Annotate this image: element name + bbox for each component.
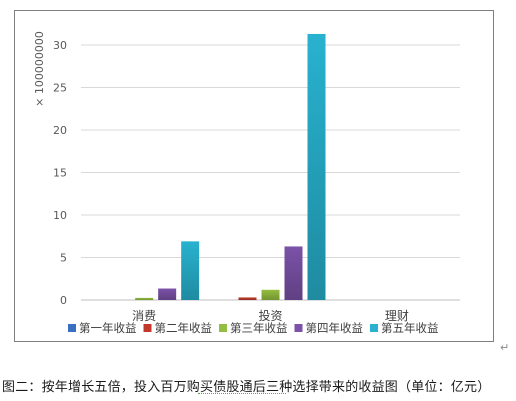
y-tick-label: 0 — [60, 294, 67, 307]
x-category-label: 理财 — [385, 309, 409, 323]
x-category-label: 消费 — [132, 309, 156, 323]
y-axis-multiplier-label: × 100000000 — [33, 31, 46, 107]
y-tick-label: 15 — [53, 167, 67, 180]
x-category-label: 投资 — [258, 308, 282, 323]
legend-label: 第三年收益 — [230, 321, 288, 335]
paragraph-mark: ↵ — [500, 341, 510, 354]
legend-label: 第二年收益 — [155, 321, 213, 335]
chart-frame: 0 5 10 15 20 25 30 × 100000000 消费 投资 理财第一年收益 第二年收益 第… — [14, 10, 494, 342]
legend-label: 第四年收益 — [306, 321, 364, 335]
legend-label: 第一年收益 — [79, 321, 137, 335]
legend-swatch — [370, 324, 378, 332]
legend-swatch — [294, 324, 303, 332]
legend-swatch — [68, 324, 76, 332]
legend-swatch — [143, 324, 152, 332]
legend-swatch — [219, 324, 227, 332]
bar — [284, 246, 303, 300]
y-tick-label: 20 — [53, 124, 67, 137]
y-tick-label: 5 — [60, 252, 67, 265]
bar — [135, 297, 154, 300]
y-tick-label: 30 — [53, 39, 67, 52]
bar — [261, 289, 280, 300]
bar — [307, 33, 326, 300]
bar — [181, 241, 200, 300]
legend-label: 第五年收益 — [381, 321, 439, 335]
y-tick-label: 25 — [53, 82, 67, 95]
bar — [158, 288, 177, 300]
bar — [238, 297, 257, 300]
figure-caption: 图二：按年增长五倍，投入百万购买债股通后三种选择带来的收益图（单位：亿元） — [2, 380, 491, 395]
spellcheck-underline — [198, 393, 286, 394]
y-tick-label: 10 — [53, 209, 67, 222]
